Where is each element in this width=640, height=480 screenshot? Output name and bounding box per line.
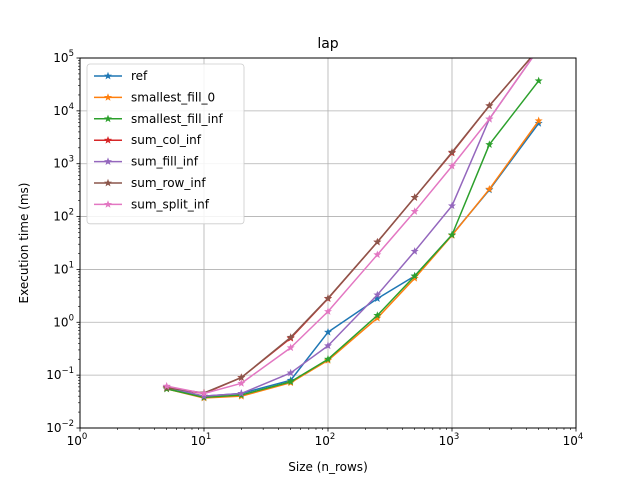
legend-marker [104,136,112,144]
legend-item-ref: ref [94,69,148,83]
legend-marker [104,93,112,101]
data-point [162,381,171,390]
data-point [324,341,332,350]
series-sum-split-inf [162,58,534,397]
legend-box [86,63,245,225]
data-point [200,389,208,397]
data-point [237,389,246,397]
data-point [410,247,419,255]
data-point [324,294,332,302]
data-point [410,193,419,201]
data-point [286,333,295,341]
y-axis-label: Execution time (ms) [17,183,31,304]
series-line-smallest-fill-inf [166,80,540,399]
chart-title: lap [317,36,338,52]
legend-label: sum_fill_inf [131,155,199,169]
data-point [373,294,382,303]
data-point [534,76,543,85]
data-point [410,274,419,282]
data-point [485,140,494,148]
legend-item-sum-fill-inf: sum_fill_inf [94,155,199,169]
series-line-sum-split-inf [166,58,534,395]
data-point [373,237,382,246]
data-point [237,379,246,387]
grid-lines [79,57,577,429]
data-point [373,250,382,259]
data-point [286,377,295,386]
legend-marker [104,200,112,208]
series-line-smallest-fill-0 [166,120,540,399]
data-point [485,114,494,123]
legend-label: smallest_fill_0 [131,90,215,104]
data-point [286,343,295,352]
legend-marker [104,114,112,123]
legend-item-sum-col-inf: sum_col_inf [94,133,202,147]
data-point [410,271,419,280]
data-point [410,207,419,215]
legend-marker [104,157,112,165]
legend-item-smallest-fill-0: smallest_fill_0 [94,90,215,104]
legend-item-sum-row-inf: sum_row_inf [94,176,206,190]
legend-label: smallest_fill_inf [131,112,223,126]
data-point [373,313,382,322]
data-point [485,101,494,110]
series-line-sum-fill-inf [166,58,534,397]
legend-label: sum_row_inf [131,176,206,190]
x-axis-label: Size (n_rows) [288,460,368,474]
data-point [324,307,332,315]
data-point [485,184,494,193]
legend-item-smallest-fill-inf: smallest_fill_inf [94,112,223,126]
series-line-sum-row-inf [166,58,532,394]
legend-item-sum-split-inf: sum_split_inf [94,197,210,211]
series-layer [162,58,543,402]
data-point [448,148,456,156]
legend-label: sum_col_inf [131,133,202,147]
data-point [373,311,382,319]
data-point [324,355,332,363]
data-point [200,391,208,400]
data-point [534,116,543,125]
legend: ref smallest_fill_0 smallest_fill_inf sum_c… [86,63,245,225]
data-point [448,230,456,239]
legend-marker [104,71,112,80]
legend-label: sum_split_inf [131,197,210,211]
data-point [448,161,456,170]
data-point [534,119,543,127]
data-point [237,373,246,381]
data-point [373,290,382,299]
data-point [324,327,332,336]
data-point [448,201,456,210]
legend-marker [104,178,112,187]
data-point [286,368,295,377]
legend-label: ref [131,69,148,83]
